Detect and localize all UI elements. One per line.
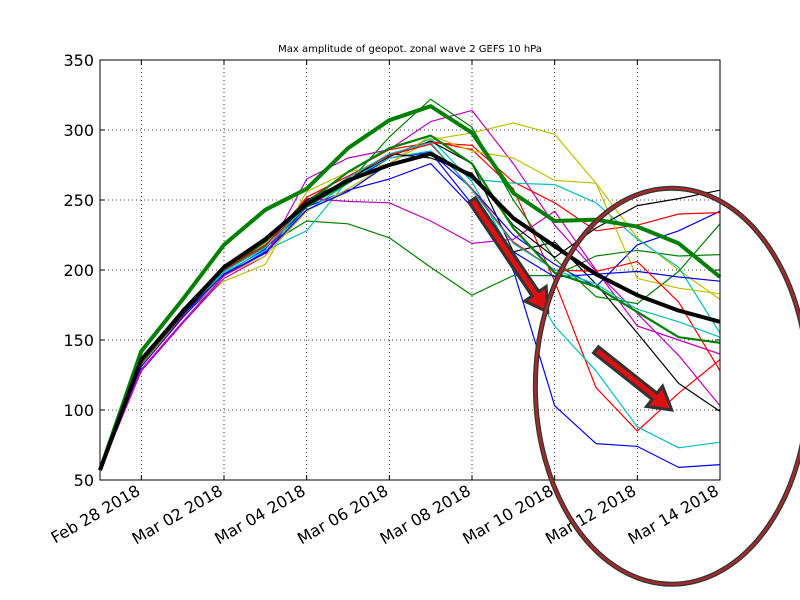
series-line-6 [99,109,721,471]
y-tick-label: 200 [63,261,94,280]
annotation-arrow-2 [591,344,675,412]
annotation-ellipse [534,187,800,586]
y-tick-label: 100 [63,401,94,420]
y-tick-label: 250 [63,191,94,210]
axis-ticks [100,59,721,481]
series-line-13 [99,198,721,471]
series-line-19 [98,104,722,471]
series-line-20 [98,151,721,471]
annotations [466,185,800,587]
chart-title: Max amplitude of geopot. zonal wave 2 GE… [278,44,542,55]
y-tick-label: 300 [63,121,94,140]
y-tick-labels: 50 100 150 200 250 300 350 [63,51,94,490]
y-tick-label: 350 [63,51,94,70]
y-tick-label: 50 [74,471,94,490]
series-lines [98,98,722,471]
y-tick-label: 150 [63,331,94,350]
